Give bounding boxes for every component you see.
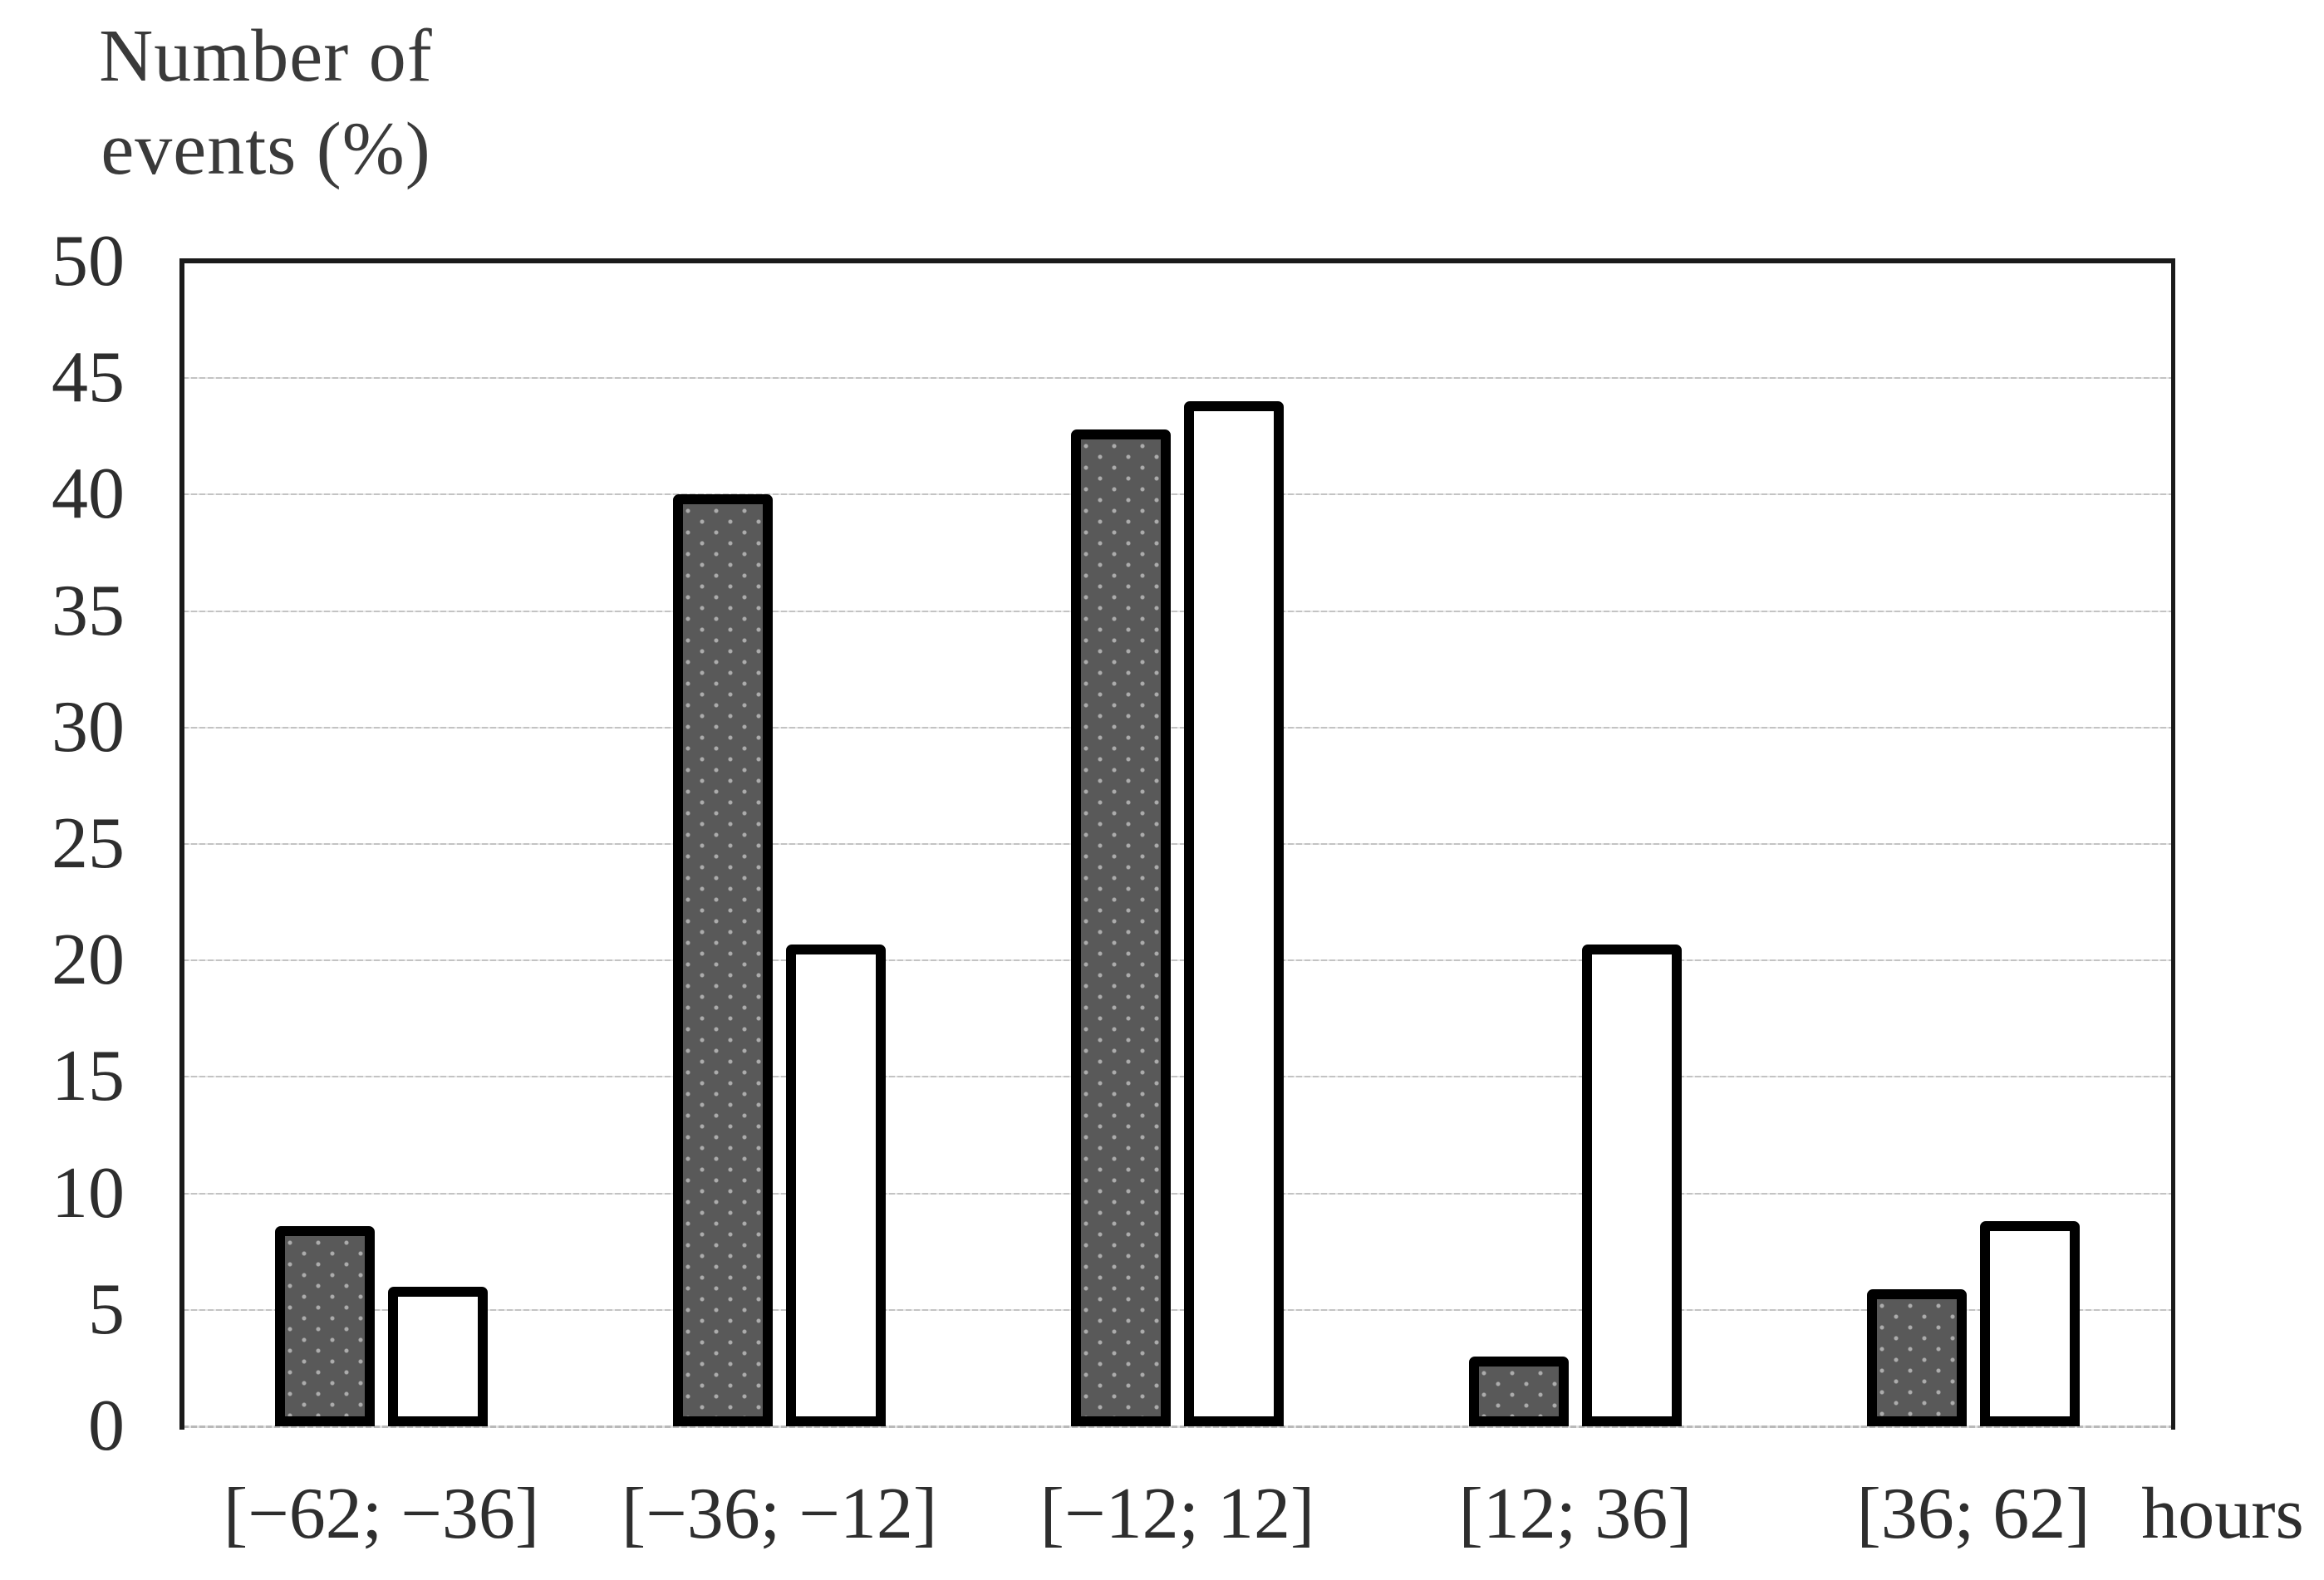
bar-white-open-bars-3 — [1184, 401, 1284, 1426]
y-tick-label-50: 50 — [52, 221, 125, 302]
bar-white-open-bars-5 — [1980, 1221, 2080, 1426]
y-axis-line — [179, 258, 184, 1430]
gridline-0 — [183, 1425, 2172, 1428]
plot-right-border — [2171, 258, 2175, 1430]
y-tick-label-30: 30 — [52, 686, 125, 768]
y-axis-title-line1: Number of — [99, 15, 433, 97]
gridline-25 — [183, 843, 2172, 845]
y-tick-label-0: 0 — [88, 1386, 125, 1466]
gridline-10 — [183, 1192, 2172, 1195]
y-axis-title-line2: events (%) — [101, 108, 431, 190]
y-tick-label-10: 10 — [52, 1152, 125, 1234]
x-axis-unit-label: hours — [2141, 1474, 2304, 1554]
bar-white-open-bars-1 — [388, 1287, 488, 1426]
x-tick-label-5: [36; 62] — [1856, 1474, 2091, 1554]
bar-dark-filled-bars-2 — [673, 494, 773, 1426]
y-tick-label-25: 25 — [52, 803, 125, 884]
y-tick-label-20: 20 — [52, 920, 125, 1001]
bar-dark-filled-bars-5 — [1867, 1289, 1967, 1426]
gridline-40 — [183, 493, 2172, 496]
x-tick-label-1: [−62; −36] — [223, 1474, 540, 1554]
bar-white-open-bars-2 — [786, 945, 886, 1426]
x-tick-label-4: [12; 36] — [1458, 1474, 1693, 1554]
y-axis-title: Number of events (%) — [71, 10, 461, 196]
bar-dark-filled-bars-4 — [1469, 1357, 1569, 1426]
gridline-5 — [183, 1308, 2172, 1311]
x-tick-label-2: [−36; −12] — [621, 1474, 938, 1554]
y-tick-label-40: 40 — [52, 454, 125, 535]
bar-dark-filled-bars-1 — [275, 1226, 375, 1426]
gridline-45 — [183, 377, 2172, 380]
x-tick-label-3: [−12; 12] — [1039, 1474, 1315, 1554]
bar-dark-filled-bars-3 — [1071, 429, 1171, 1426]
plot-top-border — [179, 258, 2175, 263]
y-tick-label-15: 15 — [52, 1036, 125, 1117]
gridline-30 — [183, 726, 2172, 729]
y-tick-label-45: 45 — [52, 337, 125, 419]
y-tick-label-5: 5 — [88, 1268, 125, 1350]
gridline-20 — [183, 959, 2172, 962]
bar-white-open-bars-4 — [1582, 945, 1682, 1426]
gridline-15 — [183, 1076, 2172, 1078]
gridline-35 — [183, 610, 2172, 612]
y-tick-label-35: 35 — [52, 570, 125, 651]
